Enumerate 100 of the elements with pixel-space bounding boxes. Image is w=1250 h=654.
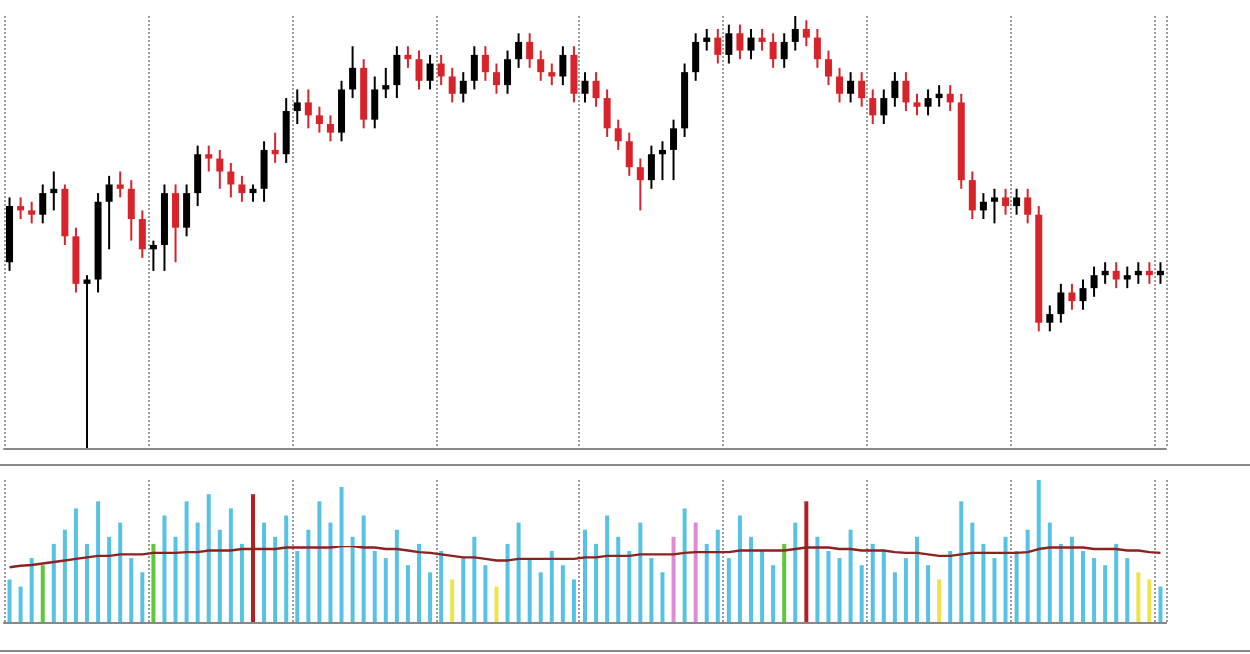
candlestick xyxy=(1046,304,1054,333)
candlestick xyxy=(338,79,346,143)
candlestick xyxy=(880,88,888,125)
bar xyxy=(549,551,554,622)
candlestick xyxy=(415,49,423,91)
bar xyxy=(372,551,377,622)
candlestick xyxy=(526,32,534,69)
candlestick xyxy=(1134,261,1142,285)
candlestick xyxy=(116,170,124,199)
bar xyxy=(40,565,45,622)
candlestick xyxy=(28,200,36,225)
candlestick xyxy=(647,144,655,190)
bar xyxy=(1103,565,1108,622)
candlestick xyxy=(979,192,987,221)
bar xyxy=(29,558,34,622)
bar xyxy=(1058,543,1063,622)
candlestick xyxy=(758,27,766,52)
bar xyxy=(970,522,975,622)
candlestick xyxy=(559,45,567,87)
candlestick xyxy=(39,183,47,225)
bar xyxy=(826,551,831,622)
candlestick xyxy=(625,131,633,177)
candlestick xyxy=(570,45,578,104)
candlestick xyxy=(426,53,434,91)
candlestick xyxy=(349,45,357,100)
bar xyxy=(1047,522,1052,622)
bar xyxy=(173,536,178,622)
bar xyxy=(981,543,986,622)
bar xyxy=(903,558,908,622)
candlestick xyxy=(813,27,821,69)
bar xyxy=(1092,558,1097,622)
candlestick xyxy=(714,27,722,65)
bar xyxy=(848,529,853,622)
candlestick xyxy=(326,114,334,143)
bar xyxy=(1147,579,1152,622)
candlestick xyxy=(448,66,456,104)
candlestick xyxy=(780,32,788,69)
candlestick xyxy=(747,27,755,61)
candlestick xyxy=(1156,261,1164,285)
bar xyxy=(749,536,753,622)
bar xyxy=(726,558,731,622)
bar xyxy=(162,515,167,622)
bar xyxy=(405,565,410,622)
candlestick xyxy=(172,183,180,264)
bar xyxy=(262,522,267,622)
bar xyxy=(394,529,399,622)
candlestick xyxy=(50,170,58,212)
bar xyxy=(815,536,820,622)
bar xyxy=(184,501,189,622)
candlestick xyxy=(902,71,910,113)
candlestick xyxy=(437,53,445,87)
bar xyxy=(151,543,156,622)
bar xyxy=(915,536,919,622)
bar xyxy=(948,551,953,622)
bar xyxy=(328,522,333,622)
bar xyxy=(1081,551,1085,622)
candlestick xyxy=(614,118,622,151)
bar xyxy=(959,501,964,622)
bar xyxy=(992,558,997,622)
bar xyxy=(693,522,698,622)
bar xyxy=(96,501,101,622)
bar xyxy=(206,494,211,622)
candlestick xyxy=(260,140,268,203)
candlestick xyxy=(858,71,866,108)
candlestick xyxy=(470,45,478,91)
bar xyxy=(383,558,388,622)
bar xyxy=(273,536,278,622)
bar xyxy=(1136,572,1141,622)
candlestick xyxy=(935,84,943,108)
candlestick xyxy=(105,174,113,251)
candlestick xyxy=(382,66,390,100)
candlestick xyxy=(1145,261,1153,285)
candlestick xyxy=(990,187,998,225)
bar xyxy=(937,579,942,622)
bar xyxy=(450,579,455,622)
candlestick xyxy=(1079,278,1087,311)
candlestick xyxy=(946,84,954,113)
candlestick xyxy=(1090,265,1098,298)
bar xyxy=(771,565,776,622)
bar xyxy=(317,501,322,622)
candlestick xyxy=(924,88,932,117)
candlestick xyxy=(293,88,301,125)
bar xyxy=(516,522,521,622)
candlestick xyxy=(127,179,135,242)
candlestick xyxy=(1002,187,1010,216)
bar xyxy=(140,572,145,622)
candlestick xyxy=(670,118,678,182)
candlestick xyxy=(692,32,700,82)
bar xyxy=(284,515,289,622)
bar xyxy=(870,543,875,622)
candlestick xyxy=(791,15,799,52)
candlestick xyxy=(968,170,976,221)
candlestick xyxy=(404,45,412,69)
candlestick xyxy=(481,45,489,82)
candlestick xyxy=(581,71,589,104)
bar xyxy=(439,551,444,622)
bar xyxy=(837,558,842,622)
candlestick xyxy=(371,75,379,130)
bar xyxy=(859,565,864,622)
bar xyxy=(660,572,665,622)
